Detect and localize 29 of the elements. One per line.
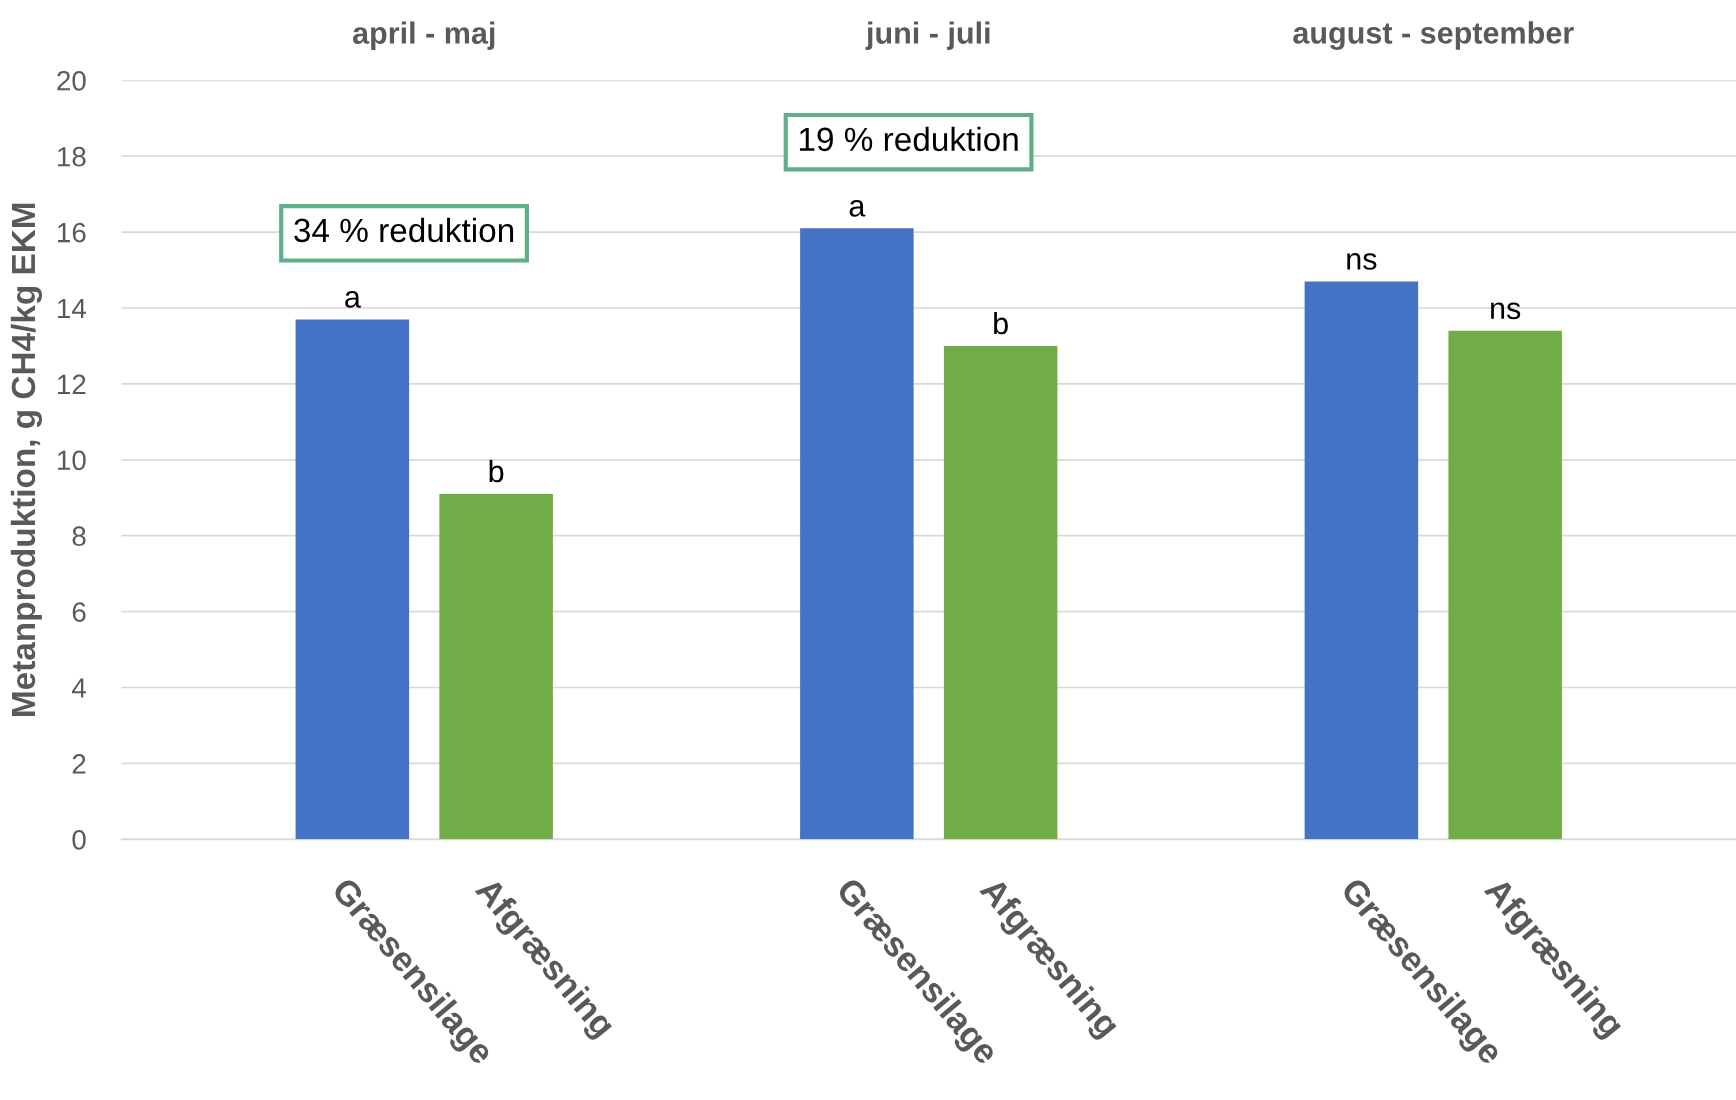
data-label: b	[994, 311, 1008, 335]
y-tick-label: 14	[58, 298, 86, 319]
y-tick-label: 20	[57, 70, 86, 91]
bar	[800, 228, 914, 840]
x-tick-label: april - maj	[352, 21, 495, 50]
bar	[1448, 330, 1562, 840]
bar	[295, 319, 410, 840]
data-label: a	[849, 199, 866, 217]
bar	[943, 345, 1058, 840]
y-tick-label: 8	[72, 526, 86, 547]
data-label: ns	[1491, 302, 1521, 320]
data-label: a	[345, 291, 361, 308]
y-axis-title: Metanproduktion, g CH4/kg EKM	[10, 203, 43, 716]
y-tick-label: 0	[72, 829, 86, 850]
bar	[439, 493, 553, 840]
bar	[1304, 281, 1419, 840]
y-tick-label: 12	[58, 374, 86, 394]
y-tick-label: 10	[58, 450, 86, 471]
x-tick-label: august - september	[1293, 21, 1574, 50]
y-tick-label: 18	[58, 146, 86, 167]
y-tick-label: 4	[71, 678, 86, 698]
annotation: 19 % reduktion	[799, 126, 1018, 152]
annotation: 34 % reduktion	[294, 217, 514, 243]
y-tick-label: 16	[58, 222, 86, 243]
y-tick-label: 2	[72, 754, 86, 774]
data-label: b	[489, 459, 504, 483]
y-tick-label: 6	[72, 602, 86, 622]
x-tick-label: juni - juli	[865, 21, 990, 50]
data-label: ns	[1347, 253, 1377, 270]
